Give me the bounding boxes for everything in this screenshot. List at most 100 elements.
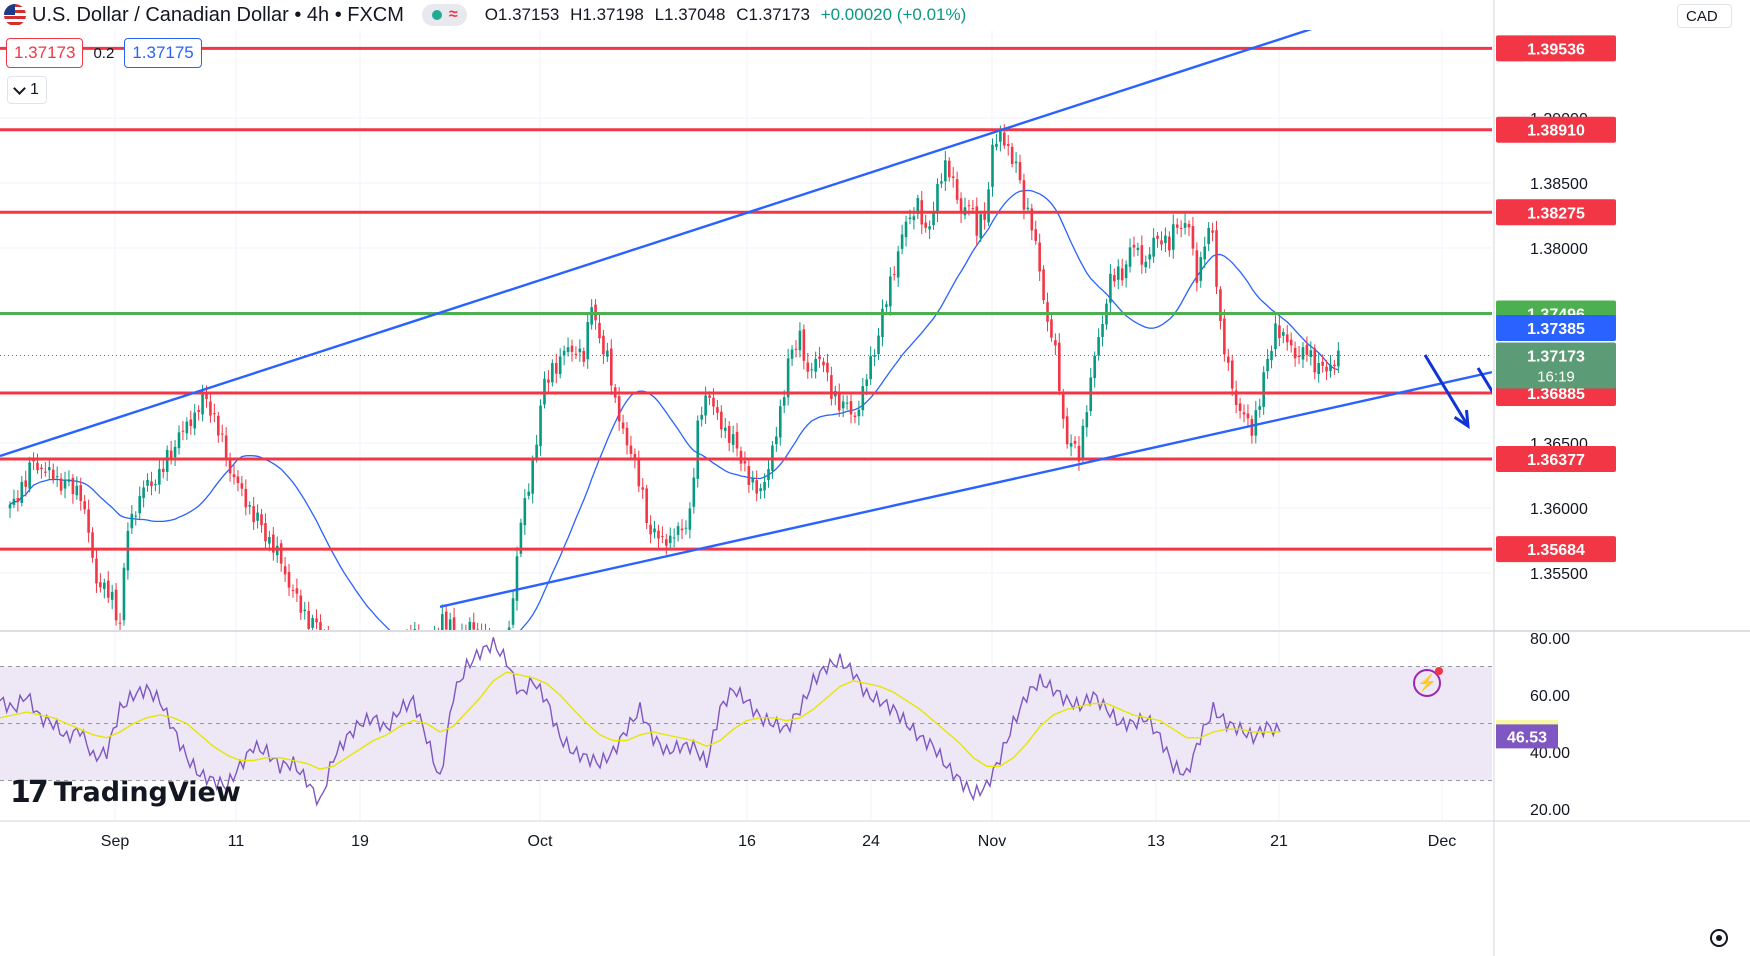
candle <box>106 571 110 603</box>
countdown-label: 16:19 <box>1537 369 1575 386</box>
candle-body <box>40 467 43 469</box>
candle-body <box>1317 363 1320 375</box>
candle <box>1061 388 1065 429</box>
candle <box>932 201 935 230</box>
candle-body <box>1124 264 1128 279</box>
lower-trendline <box>439 370 1492 608</box>
candle <box>904 215 908 247</box>
candle <box>1215 220 1218 295</box>
candle-body <box>20 481 24 503</box>
candle-body <box>1018 161 1022 181</box>
symbol-title[interactable]: U.S. Dollar / Canadian Dollar • 4h • FXC… <box>32 3 404 26</box>
candle-body <box>881 308 884 338</box>
candle <box>122 562 126 626</box>
candle <box>481 623 483 630</box>
settings-icon[interactable] <box>1710 929 1728 947</box>
sell-button[interactable]: 1.37173 <box>6 38 84 68</box>
candle-body <box>1022 180 1026 210</box>
candle-body <box>653 528 656 533</box>
candle <box>1234 380 1238 414</box>
tradingview-logo[interactable]: 17 TradingView <box>10 775 241 810</box>
candle-body <box>1337 350 1340 367</box>
candle-body <box>216 415 220 436</box>
candle <box>554 354 558 384</box>
candle-body <box>735 431 739 449</box>
status-pill[interactable]: ≈ <box>421 4 467 26</box>
candle <box>798 322 802 358</box>
candle-body <box>810 369 814 371</box>
candle <box>731 425 735 453</box>
candle-body <box>390 655 393 665</box>
candle <box>40 464 43 479</box>
open-value: O1.37153 <box>484 5 560 24</box>
candle <box>12 489 16 509</box>
candle <box>457 636 460 652</box>
rsi-tick-label: 20.00 <box>1530 802 1570 819</box>
candle-body <box>983 211 986 220</box>
candle <box>28 456 31 493</box>
candle-body <box>413 629 417 630</box>
candle <box>351 641 354 666</box>
candle <box>1128 238 1132 273</box>
candle <box>1337 342 1340 373</box>
rsi-line <box>0 637 1281 807</box>
candle <box>91 527 94 563</box>
candle <box>1175 218 1179 235</box>
candle <box>672 528 676 548</box>
candle-body <box>625 427 629 446</box>
candle-body <box>448 619 452 630</box>
candle-body <box>319 622 322 630</box>
candle-body <box>609 348 613 386</box>
candle-body <box>87 509 90 533</box>
candle <box>16 490 20 512</box>
candle <box>1156 231 1159 248</box>
lightning-alert-icon[interactable]: ⚡ <box>1413 667 1443 697</box>
price-tag-bg <box>1496 536 1616 563</box>
candle <box>1321 354 1324 373</box>
candle-body <box>252 506 255 523</box>
candle <box>637 450 641 493</box>
candle-body <box>32 460 35 462</box>
candle <box>1046 292 1049 332</box>
candle <box>1109 264 1112 313</box>
candle <box>1325 360 1328 381</box>
bid-ask: 1.37173 0.2 1.37175 <box>6 38 202 68</box>
indicators-toggle[interactable]: 1 <box>7 76 47 104</box>
candle-body <box>944 160 947 182</box>
rsi-ma-line <box>0 671 1280 770</box>
candle-body <box>1034 229 1038 241</box>
candle-body <box>83 501 86 510</box>
candle <box>1305 336 1309 362</box>
candle-body <box>661 536 664 538</box>
candle-body <box>519 522 523 554</box>
candle <box>1038 233 1041 282</box>
candle-body <box>873 355 876 357</box>
candle-body <box>1313 348 1317 373</box>
candle-body <box>1242 412 1246 415</box>
candle <box>657 524 660 548</box>
candle <box>1238 397 1242 419</box>
candle-body <box>684 527 688 529</box>
candle-body <box>747 466 751 486</box>
candle <box>173 440 177 467</box>
currency-select[interactable]: CAD <box>1677 4 1732 28</box>
candle <box>924 214 927 233</box>
buy-button[interactable]: 1.37175 <box>124 38 202 68</box>
candle-body <box>1215 230 1218 287</box>
level-price-tag: 1.38275 <box>1496 199 1616 226</box>
candle <box>1195 242 1199 292</box>
candle-body <box>1152 237 1155 257</box>
candle <box>224 427 228 467</box>
price-tag-label: 1.38910 <box>1527 123 1585 140</box>
candle-body <box>1116 266 1120 280</box>
candle-body <box>488 632 491 642</box>
candle-body <box>582 350 586 362</box>
candle-body <box>150 481 153 487</box>
candle-body <box>79 485 83 501</box>
time-tick-label: 24 <box>862 833 880 850</box>
candle <box>1250 415 1254 444</box>
candle <box>138 486 141 520</box>
candle-body <box>798 330 802 351</box>
candle-body <box>48 467 51 471</box>
